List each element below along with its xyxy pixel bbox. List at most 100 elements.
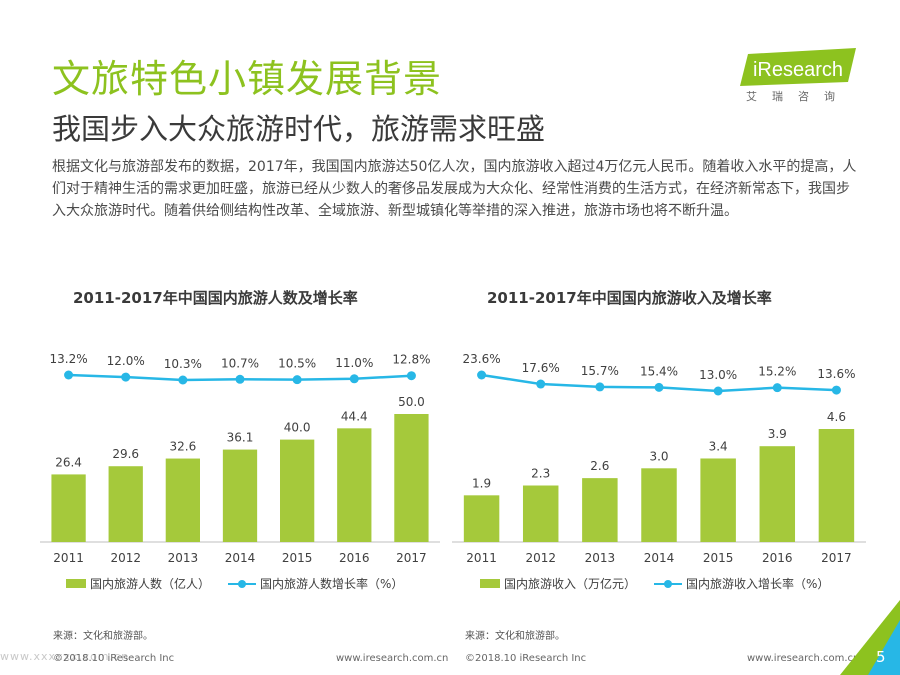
chart1-legend-bar: 国内旅游人数（亿人） xyxy=(66,575,210,592)
line-point xyxy=(595,382,605,392)
bar xyxy=(522,485,559,542)
bar-value-label: 1.9 xyxy=(472,476,491,490)
bar xyxy=(759,446,796,542)
line-point xyxy=(64,370,74,380)
watermark: www.xxxxxx.com.cn xyxy=(0,650,130,663)
chart2-title: 2011-2017年中国国内旅游收入及增长率 xyxy=(487,289,772,307)
line-point xyxy=(121,372,131,382)
legend-line-swatch xyxy=(654,579,683,589)
chart2-source: 来源：文化和旅游部。 xyxy=(465,631,565,642)
rate-label: 12.8% xyxy=(392,353,430,367)
x-tick-label: 2015 xyxy=(282,551,313,565)
bar-value-label: 2.3 xyxy=(531,467,550,481)
line-point xyxy=(292,375,302,385)
rate-label: 23.6% xyxy=(463,352,501,366)
line-point xyxy=(477,370,487,380)
page-title: 文旅特色小镇发展背景 xyxy=(52,57,443,101)
bar-value-label: 36.1 xyxy=(227,431,254,445)
x-tick-label: 2014 xyxy=(225,551,256,565)
footer-website-right[interactable]: www.iresearch.com.cn xyxy=(747,653,860,664)
bar xyxy=(337,428,372,542)
chart1-title: 2011-2017年中国国内旅游人数及增长率 xyxy=(73,289,358,307)
rate-label: 10.3% xyxy=(164,357,202,371)
chart1-legend: 国内旅游人数（亿人） 国内旅游人数增长率（%） xyxy=(66,575,421,592)
legend-bar-label: 国内旅游收入（万亿元） xyxy=(504,577,637,591)
footer-copyright-right: ©2018.10 iResearch Inc xyxy=(465,653,587,664)
chart2-tourism-revenue: 1.9 2011 2.3 2012 2.6 2013 3.0 2014 3.4 2015 3.9 20… xyxy=(452,352,866,565)
x-tick-label: 2013 xyxy=(168,551,199,565)
x-tick-label: 2014 xyxy=(644,551,675,565)
bar xyxy=(51,474,86,542)
bar-value-label: 50.0 xyxy=(398,395,425,409)
x-tick-label: 2013 xyxy=(585,551,616,565)
x-tick-label: 2017 xyxy=(396,551,427,565)
bar xyxy=(108,466,143,542)
bar-value-label: 3.0 xyxy=(649,449,668,463)
line-point xyxy=(831,385,841,395)
rate-label: 12.0% xyxy=(107,354,145,368)
chart2-legend-line: 国内旅游收入增长率（%） xyxy=(654,575,829,592)
rate-label: 15.4% xyxy=(640,364,678,378)
legend-line-label: 国内旅游人数增长率（%） xyxy=(260,577,404,591)
x-tick-label: 2011 xyxy=(53,551,84,565)
x-tick-label: 2012 xyxy=(110,551,141,565)
iresearch-logo: iResearch xyxy=(740,48,856,86)
legend-bar-label: 国内旅游人数（亿人） xyxy=(90,577,211,591)
rate-label: 17.6% xyxy=(522,361,560,375)
line-point xyxy=(536,379,546,389)
chart1-tourist-count: 26.4 2011 29.6 2012 32.6 2013 36.1 2014 40.0 2015… xyxy=(40,352,440,565)
rate-label: 10.5% xyxy=(278,357,316,371)
bar xyxy=(818,429,855,542)
line-point xyxy=(772,383,782,393)
bar xyxy=(222,449,258,542)
bar-value-label: 26.4 xyxy=(55,455,82,469)
bar xyxy=(582,478,618,542)
logo-chinese-text: 艾瑞咨询 xyxy=(746,90,850,103)
x-tick-label: 2017 xyxy=(821,551,852,565)
x-tick-label: 2016 xyxy=(762,551,793,565)
x-tick-label: 2011 xyxy=(466,551,497,565)
rate-label: 11.0% xyxy=(335,356,373,370)
bar xyxy=(641,468,677,542)
x-tick-label: 2012 xyxy=(525,551,556,565)
bar xyxy=(463,495,500,542)
page-number: 5 xyxy=(876,648,886,666)
line-point xyxy=(235,374,245,384)
legend-bar-swatch xyxy=(480,579,500,588)
chart1-legend-line: 国内旅游人数增长率（%） xyxy=(228,575,403,592)
logo-brand-text: iResearch xyxy=(753,59,843,81)
page-subtitle: 我国步入大众旅游时代，旅游需求旺盛 xyxy=(52,112,546,146)
intro-paragraph: 根据文化与旅游部发布的数据，2017年，我国国内旅游达50亿人次，国内旅游收入超… xyxy=(52,159,857,219)
rate-label: 13.6% xyxy=(817,367,855,381)
bar-value-label: 29.6 xyxy=(112,447,139,461)
bar-value-label: 3.4 xyxy=(709,439,728,453)
x-tick-label: 2016 xyxy=(339,551,370,565)
bar xyxy=(700,458,736,542)
line-point xyxy=(654,382,664,392)
x-tick-label: 2015 xyxy=(703,551,734,565)
bar-value-label: 40.0 xyxy=(284,421,311,435)
bar-value-label: 32.6 xyxy=(169,440,196,454)
rate-label: 10.7% xyxy=(221,356,259,370)
bar-value-label: 2.6 xyxy=(590,459,609,473)
rate-label: 13.2% xyxy=(50,352,88,366)
rate-label: 15.2% xyxy=(758,365,796,379)
bar xyxy=(280,439,315,542)
bar-value-label: 44.4 xyxy=(341,409,368,423)
line-point xyxy=(406,371,416,381)
corner-decoration xyxy=(840,600,900,675)
legend-line-swatch xyxy=(228,579,257,589)
bar xyxy=(165,458,200,542)
rate-label: 13.0% xyxy=(699,368,737,382)
chart2-legend: 国内旅游收入（万亿元） 国内旅游收入增长率（%） xyxy=(480,575,847,592)
chart1-source: 来源：文化和旅游部。 xyxy=(53,631,153,642)
footer-copyright-left: ©2018.10 iResearch Inc xyxy=(53,653,175,664)
legend-line-label: 国内旅游收入增长率（%） xyxy=(686,577,830,591)
legend-bar-swatch xyxy=(66,579,86,588)
footer-website-left[interactable]: www.iresearch.com.cn xyxy=(336,653,449,664)
chart2-legend-bar: 国内旅游收入（万亿元） xyxy=(480,575,636,592)
bar-value-label: 4.6 xyxy=(827,410,846,424)
line-point xyxy=(349,374,359,384)
line-point xyxy=(713,386,723,396)
bar-value-label: 3.9 xyxy=(768,427,787,441)
